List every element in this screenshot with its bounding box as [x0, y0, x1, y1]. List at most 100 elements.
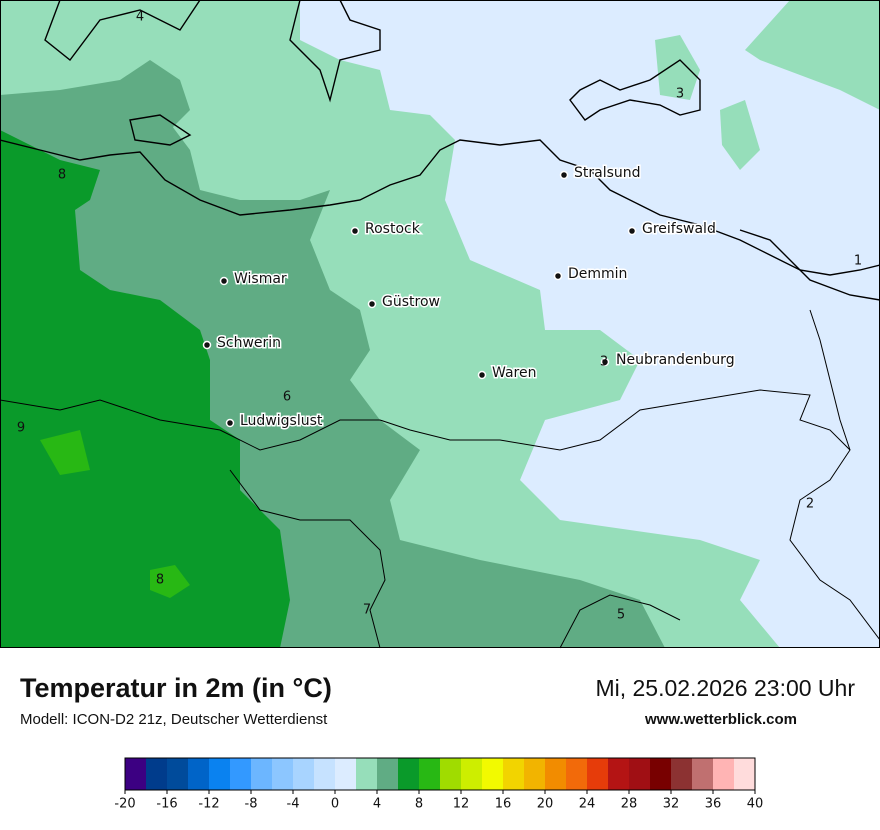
cities: Stralsund Rostock Greifswald Demmin Wism…	[202, 164, 736, 431]
border-line	[0, 389, 880, 641]
city-label: Wismar	[234, 271, 287, 287]
color-bin	[587, 758, 609, 790]
contour-label: 3	[676, 87, 684, 102]
legend-tick-label: 4	[373, 797, 381, 812]
contour-label: 5	[617, 608, 625, 623]
legend-tick-label: -12	[198, 797, 219, 812]
temperature-zone	[40, 430, 90, 475]
color-bin	[650, 758, 672, 790]
color-bin	[524, 758, 546, 790]
title: Temperatur in 2m (in °C)	[20, 673, 332, 703]
color-bin	[125, 758, 147, 790]
color-bin	[272, 758, 294, 790]
color-bin	[293, 758, 315, 790]
temperature-zone	[0, 130, 290, 648]
city-label: Greifswald	[642, 221, 716, 237]
legend-tick-label: 40	[747, 797, 764, 812]
color-bin	[209, 758, 231, 790]
color-bin	[629, 758, 651, 790]
city-dot	[600, 357, 610, 367]
legend-tick-label: 20	[537, 797, 554, 812]
city-label: Ludwigslust	[240, 413, 323, 429]
city-label: Waren	[492, 365, 536, 381]
city-dot	[219, 276, 229, 286]
color-bin	[545, 758, 567, 790]
contour-label: 3	[600, 355, 608, 370]
legend-tick-label: 16	[495, 797, 512, 812]
city-label: Güstrow	[382, 294, 440, 310]
footer: Temperatur in 2m (in °C) Modell: ICON-D2…	[20, 673, 855, 728]
legend-tick-label: 8	[415, 797, 423, 812]
city-dot	[627, 226, 637, 236]
contour-label: 7	[363, 603, 371, 618]
legend-frame	[124, 757, 756, 791]
city-dot	[350, 226, 360, 236]
city-label: Stralsund	[574, 165, 641, 181]
legend-tick-label: -4	[287, 797, 300, 812]
color-bin	[713, 758, 735, 790]
datetime: Mi, 25.02.2026 23:00 Uhr	[595, 675, 855, 701]
city-dot	[559, 170, 569, 180]
color-bin	[566, 758, 588, 790]
temperature-zone	[745, 0, 880, 110]
website: www.wetterblick.com	[644, 711, 797, 728]
coastline	[129, 59, 701, 146]
contour-label: 9	[17, 421, 25, 436]
legend-tick-label: 36	[705, 797, 722, 812]
color-bin	[251, 758, 273, 790]
city-label: Demmin	[568, 266, 627, 282]
city-label: Schwerin	[217, 335, 281, 351]
city-dot	[367, 299, 377, 309]
color-bin	[503, 758, 525, 790]
temperature-zone	[150, 565, 190, 598]
color-bin	[314, 758, 336, 790]
legend-tick-label: 12	[453, 797, 470, 812]
color-bin	[608, 758, 630, 790]
color-bin	[482, 758, 504, 790]
color-bin	[692, 758, 714, 790]
city-dot	[202, 340, 212, 350]
temperature-zone	[120, 60, 190, 130]
city-dot	[477, 370, 487, 380]
temperature-zone	[655, 35, 700, 100]
color-bin	[230, 758, 252, 790]
legend-tick-label: 24	[579, 797, 596, 812]
map: Stralsund Rostock Greifswald Demmin Wism…	[0, 0, 880, 649]
contour-label: 4	[136, 10, 144, 25]
coastline	[0, 139, 880, 276]
contour-label: 1	[854, 254, 862, 269]
color-bin	[335, 758, 357, 790]
color-bin	[398, 758, 420, 790]
color-bin	[377, 758, 399, 790]
city-label: Rostock	[365, 221, 421, 237]
contour-label: 8	[156, 573, 164, 588]
contour-label: 6	[283, 390, 291, 405]
contour-label: 8	[58, 168, 66, 183]
contour-label: 2	[806, 497, 814, 512]
city-dot	[553, 271, 563, 281]
city-dot	[225, 418, 235, 428]
model-info: Modell: ICON-D2 21z, Deutscher Wetterdie…	[20, 711, 328, 728]
color-bin	[167, 758, 189, 790]
city-label: Neubrandenburg	[616, 352, 735, 368]
temperature-zone	[720, 100, 760, 170]
color-bin	[461, 758, 483, 790]
color-bin	[440, 758, 462, 790]
color-bin	[419, 758, 441, 790]
coastline	[44, 0, 381, 103]
color-bin	[188, 758, 210, 790]
coastline	[739, 229, 880, 301]
color-bin	[671, 758, 693, 790]
legend-tick-label: 0	[331, 797, 339, 812]
legend-tick-label: 32	[663, 797, 680, 812]
legend-tick-label: -8	[245, 797, 258, 812]
legend-tick-label: -16	[156, 797, 177, 812]
contour-labels: 4 3 8 1 6 3 9 2 8 7 5	[17, 10, 862, 623]
color-legend: -20 -16 -12 -8 -4 0 4 8 12 16 20 24 28 32 36 40	[114, 757, 764, 812]
color-bin	[734, 758, 756, 790]
legend-tick-label: -20	[114, 797, 135, 812]
color-bin	[146, 758, 168, 790]
color-bin	[356, 758, 378, 790]
